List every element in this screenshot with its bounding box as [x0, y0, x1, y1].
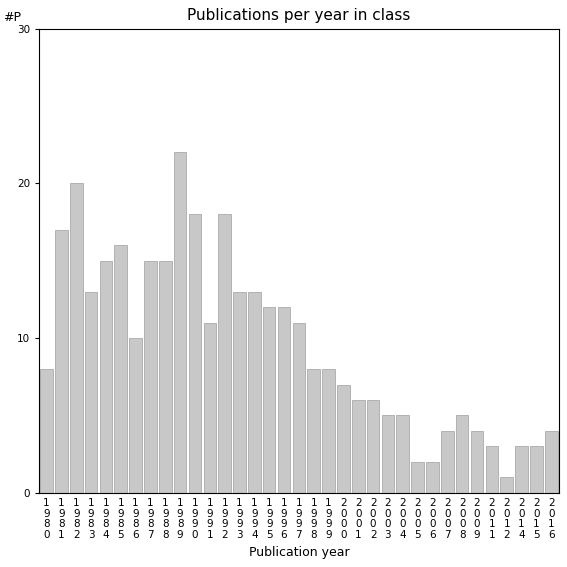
Bar [382, 416, 394, 493]
Bar [471, 431, 483, 493]
Text: #P: #P [3, 11, 21, 24]
Bar [100, 261, 112, 493]
Bar [485, 446, 498, 493]
Title: Publications per year in class: Publications per year in class [187, 9, 411, 23]
Bar [248, 291, 261, 493]
Bar [456, 416, 468, 493]
Bar [515, 446, 528, 493]
Bar [159, 261, 172, 493]
Bar [278, 307, 290, 493]
X-axis label: Publication year: Publication year [248, 545, 349, 558]
Bar [84, 291, 98, 493]
Bar [204, 323, 216, 493]
Bar [218, 214, 231, 493]
Bar [426, 462, 439, 493]
Bar [545, 431, 557, 493]
Bar [40, 369, 53, 493]
Bar [411, 462, 424, 493]
Bar [55, 230, 67, 493]
Bar [189, 214, 201, 493]
Bar [396, 416, 409, 493]
Bar [293, 323, 305, 493]
Bar [115, 246, 127, 493]
Bar [263, 307, 276, 493]
Bar [352, 400, 365, 493]
Bar [322, 369, 335, 493]
Bar [501, 477, 513, 493]
Bar [337, 384, 350, 493]
Bar [144, 261, 156, 493]
Bar [307, 369, 320, 493]
Bar [367, 400, 379, 493]
Bar [530, 446, 543, 493]
Bar [70, 183, 83, 493]
Bar [129, 338, 142, 493]
Bar [441, 431, 454, 493]
Bar [233, 291, 246, 493]
Bar [174, 153, 187, 493]
